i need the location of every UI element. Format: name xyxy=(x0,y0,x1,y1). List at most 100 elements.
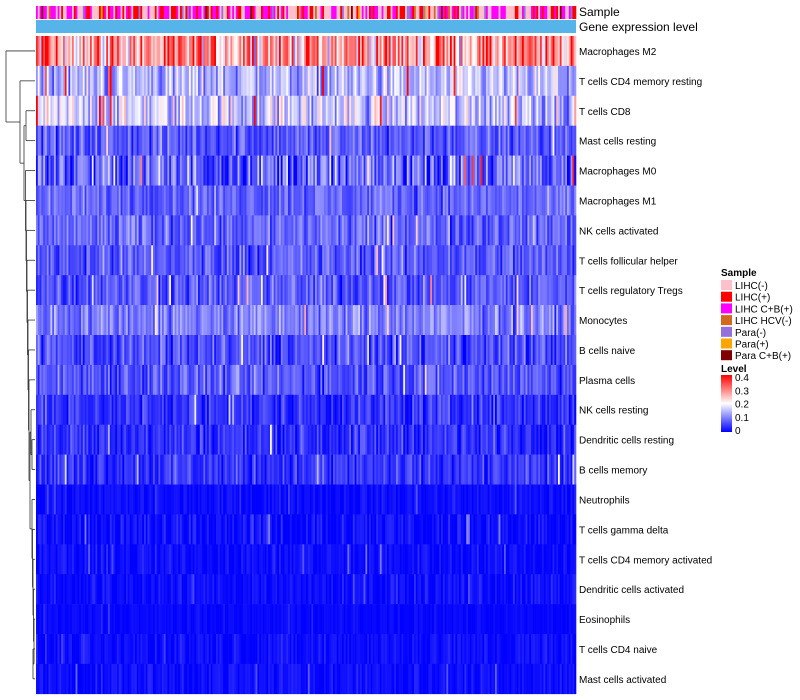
heatmap-cell xyxy=(185,364,188,396)
heatmap-cell xyxy=(219,185,222,216)
heatmap-cell xyxy=(162,185,165,216)
heatmap-cell xyxy=(127,335,130,366)
heatmap-cell xyxy=(543,394,546,425)
heatmap-cell xyxy=(291,275,294,306)
heatmap-cell xyxy=(207,335,210,366)
heatmap-cell xyxy=(45,36,48,67)
heatmap-cell xyxy=(379,394,382,425)
heatmap-cell xyxy=(133,125,136,156)
heatmap-cell xyxy=(392,245,395,276)
heatmap-cell xyxy=(318,394,321,425)
heatmap-cell xyxy=(550,424,553,455)
heatmap-cell xyxy=(394,394,397,425)
heatmap-cell xyxy=(378,125,381,156)
sample-annotation-cell xyxy=(277,6,280,19)
heatmap-cell xyxy=(529,155,532,186)
heatmap-cell xyxy=(36,484,39,515)
heatmap-cell xyxy=(376,424,379,455)
heatmap-cell xyxy=(496,125,499,156)
heatmap-cell xyxy=(311,215,314,246)
heatmap-cell xyxy=(471,275,474,306)
heatmap-cell xyxy=(306,305,309,336)
heatmap-cell xyxy=(117,364,120,396)
heatmap-cell xyxy=(223,155,226,186)
heatmap-cell xyxy=(122,65,125,97)
heatmap-cell xyxy=(327,364,330,396)
heatmap-cell xyxy=(61,95,64,126)
heatmap-cell xyxy=(430,424,433,455)
sample-annotation-cell xyxy=(313,6,316,19)
heatmap-cell xyxy=(529,364,532,396)
sample-annotation-cell xyxy=(430,6,433,19)
heatmap-cell xyxy=(433,394,436,425)
heatmap-cell xyxy=(102,95,105,126)
heatmap-cell xyxy=(180,36,183,67)
heatmap-cell xyxy=(133,305,136,336)
heatmap-cell xyxy=(370,424,373,455)
heatmap-cell xyxy=(455,275,458,306)
heatmap-cell xyxy=(190,245,193,276)
heatmap-cell xyxy=(415,364,418,396)
heatmap-cell xyxy=(354,215,357,246)
heatmap-cell xyxy=(264,185,267,216)
heatmap-cell xyxy=(354,245,357,276)
heatmap-cell xyxy=(142,125,145,156)
heatmap-cell xyxy=(505,364,508,396)
heatmap-cell xyxy=(484,275,487,306)
sample-annotation-cell xyxy=(284,6,287,19)
heatmap-cell xyxy=(223,484,226,515)
heatmap-cell xyxy=(88,245,91,276)
heatmap-cell xyxy=(349,36,352,67)
sample-annotation-cell xyxy=(192,6,195,19)
heatmap-cell xyxy=(43,454,46,485)
heatmap-cell xyxy=(313,185,316,216)
heatmap-cell xyxy=(108,245,111,276)
heatmap-cell xyxy=(104,424,107,455)
heatmap-cell xyxy=(109,125,112,156)
sample-annotation-cell xyxy=(385,6,388,19)
heatmap-cell xyxy=(507,215,510,246)
heatmap-cell xyxy=(505,36,508,67)
heatmap-cell xyxy=(302,36,305,67)
heatmap-cell xyxy=(198,484,201,515)
heatmap-cell xyxy=(57,125,60,156)
heatmap-cell xyxy=(298,305,301,336)
heatmap-cell xyxy=(419,95,422,126)
heatmap-cell xyxy=(498,364,501,396)
heatmap-cell xyxy=(468,424,471,455)
heatmap-cell xyxy=(97,36,100,67)
heatmap-cell xyxy=(342,125,345,156)
heatmap-cell xyxy=(255,454,258,485)
heatmap-cell xyxy=(351,36,354,67)
heatmap-cell xyxy=(180,335,183,366)
heatmap-cell xyxy=(37,275,40,306)
heatmap-cell xyxy=(381,364,384,396)
heatmap-cell xyxy=(477,36,480,67)
heatmap-cell xyxy=(437,454,440,485)
heatmap-cell xyxy=(448,125,451,156)
heatmap-cell xyxy=(88,185,91,216)
heatmap-cell xyxy=(180,275,183,306)
heatmap-cell xyxy=(351,65,354,97)
heatmap-cell xyxy=(311,185,314,216)
heatmap-cell xyxy=(210,185,213,216)
heatmap-cell xyxy=(464,335,467,366)
heatmap-cell xyxy=(419,305,422,336)
sample-annotation-cell xyxy=(102,6,105,19)
heatmap-cell xyxy=(210,394,213,425)
heatmap-cell xyxy=(203,215,206,246)
heatmap-cell xyxy=(216,394,219,425)
heatmap-cell xyxy=(46,424,49,455)
heatmap-cell xyxy=(153,275,156,306)
heatmap-cell xyxy=(140,364,143,396)
heatmap-cell xyxy=(243,424,246,455)
sample-annotation-cell xyxy=(153,6,156,19)
heatmap-cell xyxy=(230,305,233,336)
heatmap-cell xyxy=(322,36,325,67)
heatmap-cell xyxy=(433,454,436,485)
heatmap-cell xyxy=(93,155,96,186)
heatmap-cell xyxy=(50,335,53,366)
heatmap-cell xyxy=(167,125,170,156)
sample-annotation-cell xyxy=(509,6,512,19)
heatmap-cell xyxy=(104,364,107,396)
